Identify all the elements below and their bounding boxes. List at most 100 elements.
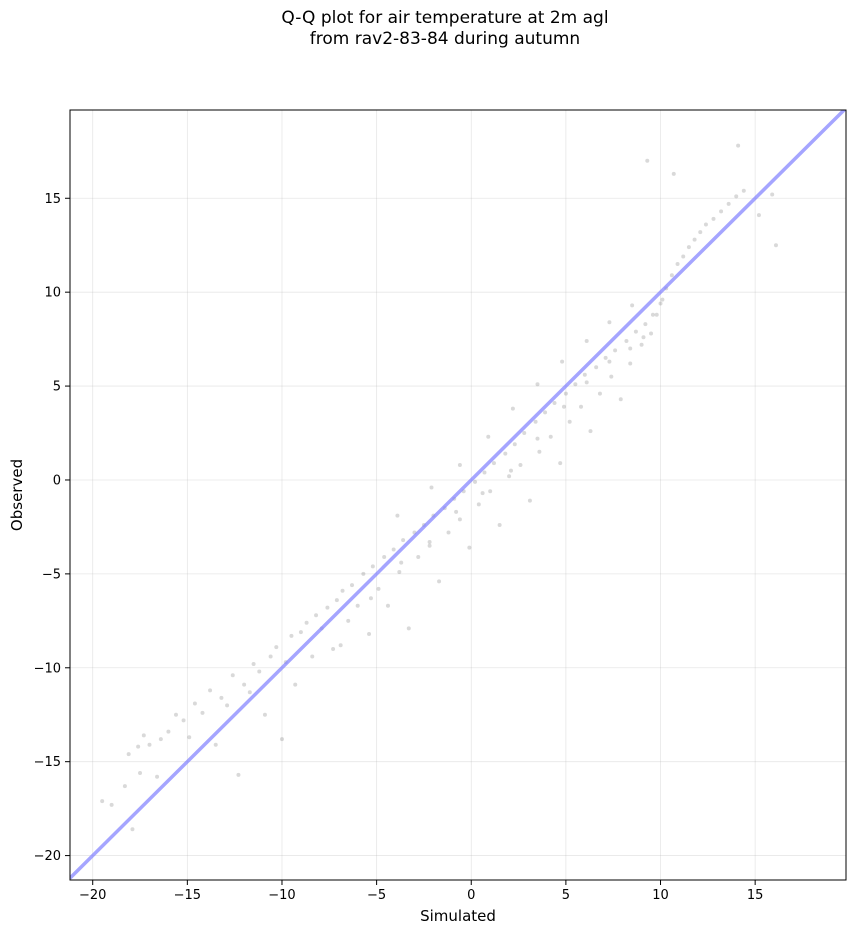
- data-point: [293, 682, 298, 687]
- data-point: [624, 339, 629, 343]
- data-point: [507, 474, 512, 479]
- y-axis-label: Observed: [8, 459, 26, 531]
- data-point: [613, 348, 618, 353]
- data-point: [597, 391, 602, 396]
- reference-line-group: [70, 110, 846, 880]
- data-point: [385, 603, 390, 608]
- data-point: [395, 513, 400, 518]
- y-tick-label: 15: [44, 192, 61, 207]
- data-point: [298, 630, 303, 635]
- data-point: [368, 596, 373, 601]
- data-point: [579, 404, 584, 409]
- data-point: [692, 237, 697, 242]
- data-point: [584, 339, 589, 343]
- y-tick-label: −15: [34, 755, 61, 770]
- data-point: [155, 774, 160, 779]
- data-points: [100, 143, 778, 832]
- chart-title-line-1: Q-Q plot for air temperature at 2m agl: [281, 8, 609, 28]
- data-point: [488, 489, 493, 494]
- data-point: [756, 213, 761, 218]
- data-point: [262, 712, 267, 717]
- data-point: [686, 245, 691, 250]
- data-point: [147, 742, 152, 747]
- data-point: [607, 320, 612, 325]
- data-point: [641, 335, 646, 340]
- data-point: [437, 579, 442, 584]
- data-point: [289, 633, 294, 638]
- x-axis-label: Simulated: [420, 907, 496, 925]
- data-point: [391, 547, 396, 552]
- data-point: [584, 380, 589, 385]
- data-point: [376, 586, 381, 591]
- data-point: [173, 712, 178, 717]
- data-point: [628, 361, 633, 366]
- data-point: [427, 539, 432, 544]
- data-point: [675, 262, 680, 266]
- data-point: [181, 718, 186, 723]
- y-tick-label: 0: [53, 473, 61, 488]
- data-point: [703, 222, 708, 227]
- data-point: [213, 742, 218, 747]
- data-point: [310, 654, 315, 659]
- data-point: [711, 216, 716, 221]
- chart-title-line-2: from rav2-83-84 during autumn: [309, 29, 581, 49]
- data-point: [681, 254, 686, 259]
- data-point: [503, 451, 508, 456]
- data-point: [397, 570, 402, 574]
- data-point: [130, 827, 135, 832]
- data-point: [236, 772, 241, 777]
- data-point: [510, 406, 515, 411]
- data-point: [361, 571, 366, 576]
- data-point: [126, 752, 131, 757]
- data-point: [660, 297, 665, 302]
- data-point: [166, 729, 171, 734]
- data-point: [512, 442, 517, 447]
- data-point: [399, 560, 404, 565]
- data-point: [548, 434, 553, 439]
- data-point: [741, 188, 746, 193]
- data-point: [219, 695, 224, 700]
- data-point: [304, 620, 309, 625]
- y-tick-label: −20: [34, 849, 61, 864]
- data-point: [242, 682, 247, 687]
- data-point: [567, 419, 572, 424]
- data-point: [141, 733, 146, 738]
- data-point: [230, 673, 235, 678]
- data-point: [522, 431, 527, 436]
- data-point: [537, 449, 542, 454]
- data-point: [446, 530, 451, 535]
- y-axis-ticks: −20 −15 −10 −5 0 5 10 15: [34, 192, 70, 864]
- x-tick-label: 0: [467, 888, 475, 903]
- data-point: [527, 498, 532, 503]
- data-point: [279, 737, 284, 742]
- data-point: [770, 192, 775, 197]
- x-tick-label: −5: [367, 888, 386, 903]
- data-point: [643, 322, 648, 327]
- data-point: [331, 647, 336, 651]
- y-tick-label: 10: [44, 286, 61, 301]
- data-point: [401, 538, 406, 543]
- x-tick-label: −10: [268, 888, 295, 903]
- data-point: [658, 301, 663, 306]
- data-point: [457, 517, 462, 522]
- x-tick-label: 15: [747, 888, 764, 903]
- data-point: [533, 419, 538, 424]
- data-point: [560, 359, 565, 364]
- data-point: [618, 397, 623, 402]
- data-point: [257, 669, 262, 674]
- data-point: [535, 382, 540, 387]
- data-point: [467, 545, 472, 550]
- data-point: [603, 355, 608, 360]
- data-point: [582, 372, 587, 377]
- data-point: [650, 312, 655, 317]
- data-point: [274, 645, 279, 650]
- data-point: [561, 404, 566, 409]
- data-point: [518, 462, 523, 467]
- data-point: [340, 588, 345, 593]
- data-point: [698, 230, 703, 235]
- y-tick-label: 5: [53, 380, 61, 395]
- data-point: [573, 382, 578, 387]
- data-point: [654, 312, 659, 317]
- data-point: [382, 554, 387, 559]
